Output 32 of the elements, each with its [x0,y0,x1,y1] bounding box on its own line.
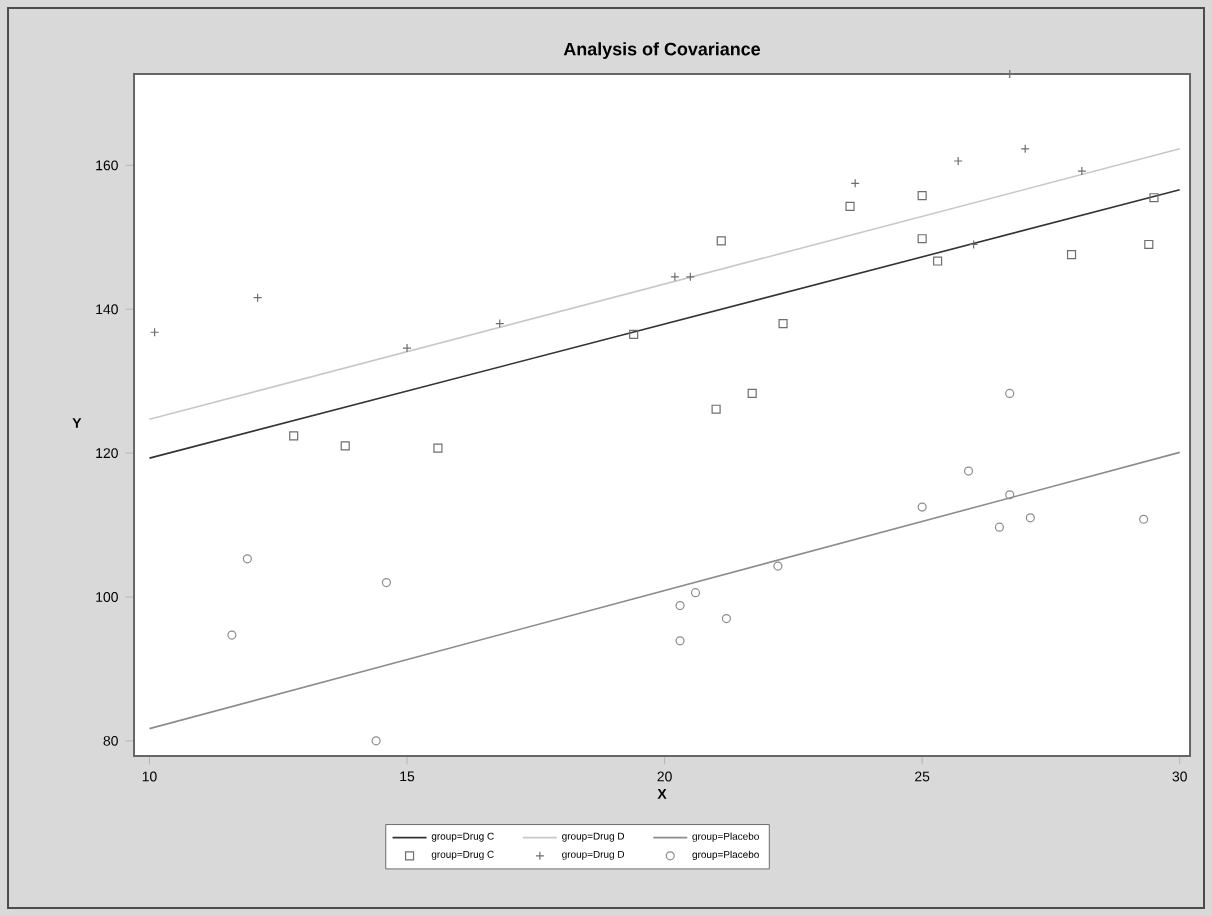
point [778,319,788,329]
point [1005,388,1015,398]
point [1149,193,1159,203]
point [1005,490,1015,500]
point [242,554,252,564]
point [721,613,731,624]
point [381,578,392,588]
point [773,561,783,571]
point [675,636,685,646]
point [845,201,855,211]
point [1066,249,1077,260]
point [917,502,927,512]
point [675,601,685,611]
point [747,388,757,398]
point [917,190,927,201]
point [1139,514,1149,524]
point [433,443,443,453]
point [963,466,974,476]
point [933,256,943,266]
point [917,234,927,244]
point [340,441,350,451]
point [711,404,721,414]
point [1025,513,1035,523]
chart-title: Analysis of Covariance [563,42,761,59]
point [371,736,381,746]
point [994,522,1004,532]
point [716,236,726,246]
point [629,329,639,339]
point [1144,239,1154,250]
point [289,431,299,441]
point [227,630,237,640]
point [690,588,701,598]
